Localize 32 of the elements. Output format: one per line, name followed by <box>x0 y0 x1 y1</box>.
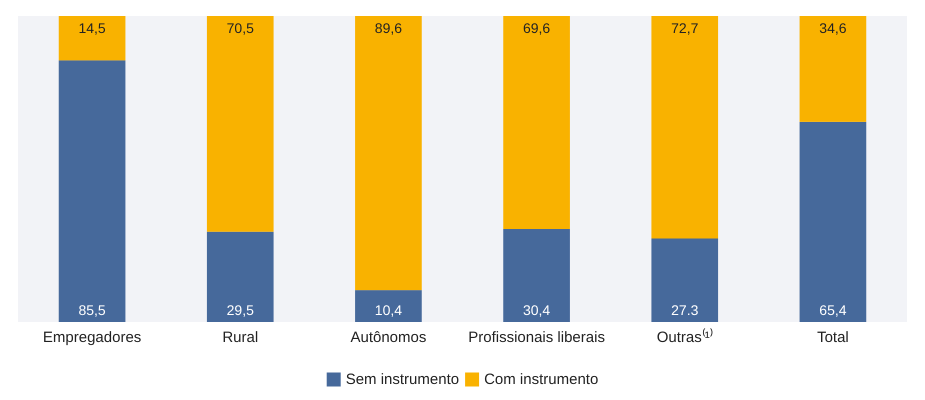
bar <box>58 60 126 322</box>
data-label: 10,4 <box>374 302 402 318</box>
bar <box>355 16 422 290</box>
bar <box>58 16 126 60</box>
x-tick-label: Outras⁽¹⁾ <box>656 328 713 346</box>
bar <box>651 16 718 238</box>
data-label: 85,5 <box>78 302 106 318</box>
data-label: 34,6 <box>819 20 847 36</box>
bar <box>355 290 422 322</box>
bar <box>800 122 866 322</box>
bar <box>800 16 866 122</box>
data-label: 65,4 <box>819 302 847 318</box>
data-label: 89,6 <box>374 20 402 36</box>
bar <box>503 16 570 229</box>
bar <box>206 232 274 322</box>
data-label: 29,5 <box>226 302 254 318</box>
bar <box>206 16 274 232</box>
x-tick-label: Rural <box>222 329 258 346</box>
data-label: 69,6 <box>522 20 550 36</box>
x-tick-label: Total <box>817 329 849 346</box>
data-label: 30,4 <box>522 302 550 318</box>
legend-label: Sem instrumento <box>346 371 460 388</box>
x-tick-label: Profissionais liberais <box>468 329 605 346</box>
bar <box>651 238 718 322</box>
data-label: 70,5 <box>226 20 254 36</box>
bar <box>503 228 570 322</box>
data-label: 72,7 <box>671 20 699 36</box>
x-tick-label: Empregadores <box>42 329 142 346</box>
data-label: 14,5 <box>78 20 106 36</box>
data-label: 27.3 <box>671 302 699 318</box>
x-tick-label: Autônomos <box>350 329 426 346</box>
legend-label: Com instrumento <box>484 371 598 388</box>
